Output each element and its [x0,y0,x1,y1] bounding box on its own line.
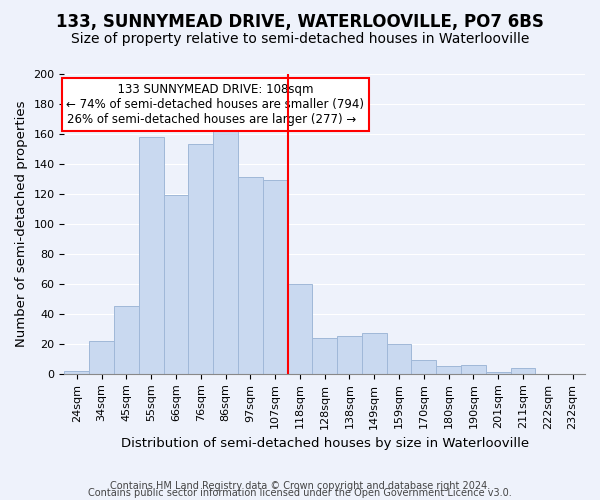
Bar [164,196,188,374]
Bar [188,144,213,374]
Bar [461,365,486,374]
Text: 133, SUNNYMEAD DRIVE, WATERLOOVILLE, PO7 6BS: 133, SUNNYMEAD DRIVE, WATERLOOVILLE, PO7… [56,12,544,30]
Text: 133 SUNNYMEAD DRIVE: 108sqm  
← 74% of semi-detached houses are smaller (794)
26: 133 SUNNYMEAD DRIVE: 108sqm ← 74% of sem… [67,83,364,126]
Bar [114,306,139,374]
X-axis label: Distribution of semi-detached houses by size in Waterlooville: Distribution of semi-detached houses by … [121,437,529,450]
Bar [139,137,164,374]
Bar [238,178,263,374]
Bar [386,344,412,374]
Bar [436,366,461,374]
Bar [313,338,337,374]
Text: Size of property relative to semi-detached houses in Waterlooville: Size of property relative to semi-detach… [71,32,529,46]
Text: Contains HM Land Registry data © Crown copyright and database right 2024.: Contains HM Land Registry data © Crown c… [110,481,490,491]
Bar [511,368,535,374]
Bar [362,334,386,374]
Text: Contains public sector information licensed under the Open Government Licence v3: Contains public sector information licen… [88,488,512,498]
Bar [89,341,114,374]
Bar [287,284,313,374]
Bar [337,336,362,374]
Bar [412,360,436,374]
Y-axis label: Number of semi-detached properties: Number of semi-detached properties [15,100,28,347]
Bar [263,180,287,374]
Bar [213,126,238,374]
Bar [486,372,511,374]
Bar [64,371,89,374]
